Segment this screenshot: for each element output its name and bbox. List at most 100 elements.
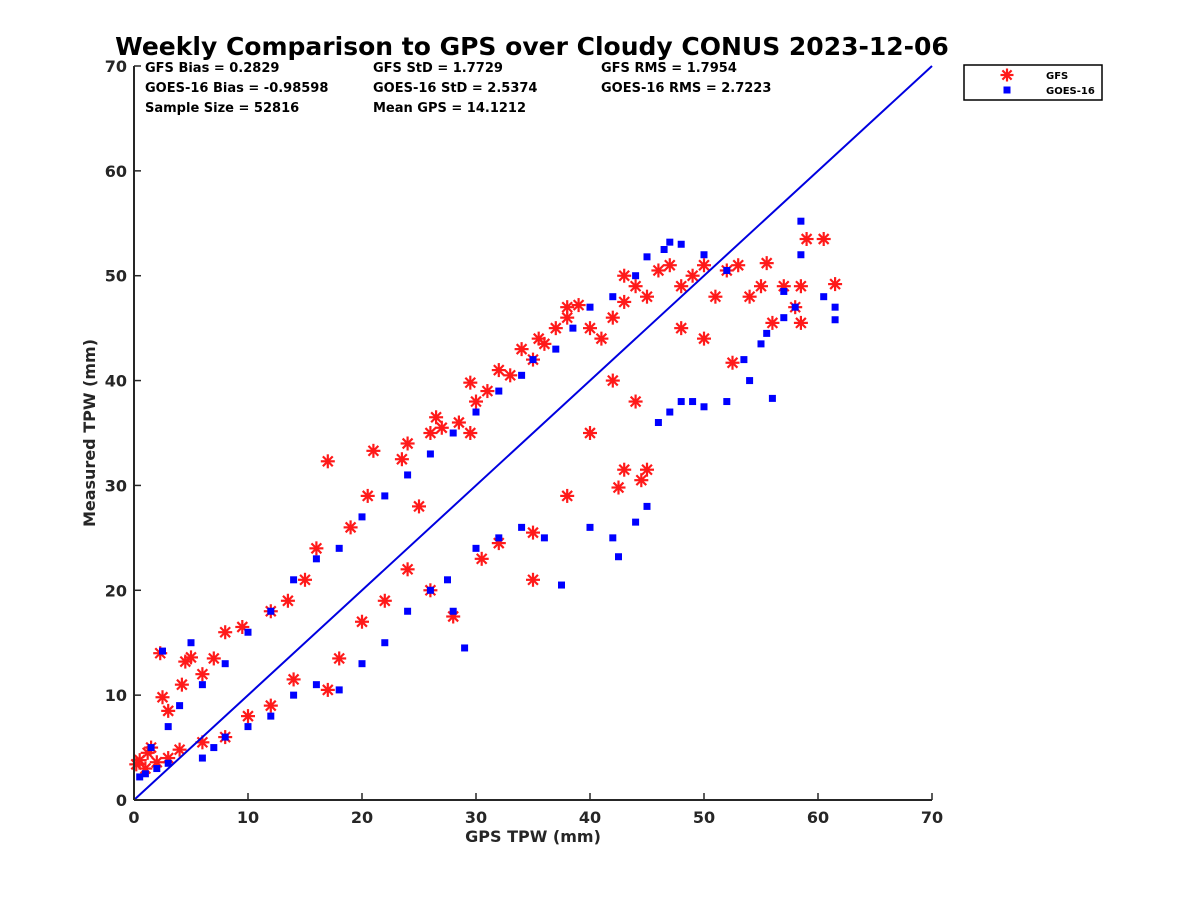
- goes-16-point: [763, 329, 771, 337]
- goes-16-point: [666, 408, 674, 416]
- gfs-point: [377, 593, 392, 608]
- gfs-point: [503, 368, 518, 383]
- goes-16-point: [723, 398, 731, 406]
- goes-16-point: [444, 576, 451, 584]
- gfs-point: [560, 488, 575, 503]
- goes-16-point: [569, 324, 577, 332]
- legend-box: [963, 64, 1103, 101]
- gfs-point: [184, 650, 198, 665]
- gfs-point: [174, 677, 189, 692]
- goes-16-point: [723, 266, 731, 274]
- x-tick-label: 20: [351, 808, 373, 827]
- gfs-point: [206, 651, 221, 666]
- gfs-point: [731, 258, 746, 273]
- goes-16-point: [210, 744, 218, 752]
- gfs-point: [526, 525, 540, 540]
- goes-16-point: [615, 553, 622, 561]
- gfs-point: [480, 384, 495, 399]
- gfs-point: [571, 298, 586, 313]
- gfs-point: [708, 289, 723, 304]
- goes-16-point: [831, 316, 839, 324]
- gfs-point: [161, 703, 176, 718]
- goes-16-point: [147, 744, 155, 752]
- goes-16-point: [312, 555, 320, 563]
- y-tick-label: 20: [105, 581, 127, 600]
- goes-16-point: [164, 759, 172, 767]
- y-tick-label: 0: [116, 791, 127, 810]
- stats-block: GFS Bias = 0.2829 GFS StD = 1.7729 GFS R…: [145, 61, 771, 116]
- gfs-point: [583, 321, 597, 336]
- gfs-point: [172, 742, 187, 757]
- gfs-point: [400, 436, 415, 451]
- y-tick-label: 30: [105, 476, 127, 495]
- goes-16-point: [449, 429, 457, 437]
- legend: GFS GOES-16: [963, 64, 1103, 101]
- stat-sample-size: Sample Size = 52816: [145, 101, 299, 116]
- gfs-point: [725, 355, 740, 370]
- y-tick-label: 10: [105, 686, 127, 705]
- goes-16-point: [609, 534, 617, 542]
- goes-16-point: [666, 238, 674, 246]
- stat-mean-gps: Mean GPS = 14.1212: [373, 101, 526, 116]
- legend-goes-label: GOES-16: [1046, 86, 1095, 97]
- gfs-point: [526, 572, 540, 587]
- gfs-point: [394, 452, 409, 467]
- gfs-point: [605, 373, 620, 388]
- goes-16-point: [495, 387, 503, 395]
- goes-16-point: [529, 356, 537, 364]
- x-tick-label: 50: [693, 808, 715, 827]
- goes-16-point: [461, 644, 469, 652]
- gfs-point: [754, 279, 768, 294]
- goes-16-point: [558, 581, 565, 589]
- gfs-point: [828, 277, 843, 292]
- y-tick-label: 60: [105, 162, 127, 181]
- stat-gfs-bias: GFS Bias = 0.2829: [145, 61, 279, 76]
- goes-16-point: [632, 272, 640, 280]
- goes-16-point: [335, 544, 343, 552]
- x-tick-label: 60: [807, 808, 829, 827]
- gfs-point: [662, 258, 677, 273]
- goes-16-point: [335, 686, 343, 694]
- gfs-point: [355, 614, 369, 629]
- goes-16-point: [518, 371, 526, 379]
- goes-16-point: [540, 534, 548, 542]
- gfs-point: [685, 268, 700, 283]
- goes-16-point: [198, 754, 206, 762]
- goes-16-point: [141, 770, 149, 778]
- goes-16-point: [267, 712, 275, 720]
- gfs-point: [793, 279, 808, 294]
- x-tick-label: 0: [128, 808, 139, 827]
- x-tick-label: 70: [921, 808, 943, 827]
- goes-16-point: [290, 576, 298, 584]
- goes-16-point: [791, 303, 799, 311]
- goes-16-point: [404, 607, 412, 615]
- gfs-point: [320, 454, 335, 469]
- gfs-point: [155, 690, 170, 705]
- gfs-point: [617, 294, 632, 309]
- goes-16-point: [164, 723, 172, 731]
- gfs-point: [611, 480, 626, 495]
- goes-16-point: [632, 518, 640, 526]
- one-to-one-line: [133, 65, 933, 801]
- gfs-point: [412, 499, 426, 514]
- gfs-point: [434, 420, 449, 435]
- goes-16-point: [426, 586, 434, 594]
- x-tick-label: 40: [579, 808, 601, 827]
- goes-16-point: [267, 607, 275, 615]
- goes-16-point: [780, 314, 788, 322]
- gfs-point: [429, 410, 444, 425]
- goes-16-point: [358, 513, 366, 521]
- goes-16-point: [221, 660, 229, 668]
- gfs-point: [309, 541, 324, 556]
- gfs-point: [514, 342, 529, 357]
- goes-16-point: [244, 723, 252, 731]
- goes-16-point: [700, 251, 708, 259]
- goes-16-point: [654, 419, 662, 427]
- legend-gfs-asterisk: [1000, 68, 1014, 82]
- goes-16-point: [740, 356, 748, 364]
- goes-16-point: [552, 345, 560, 353]
- gfs-point: [793, 315, 808, 330]
- goes-16-point: [780, 287, 788, 295]
- y-tick-label: 50: [105, 267, 127, 286]
